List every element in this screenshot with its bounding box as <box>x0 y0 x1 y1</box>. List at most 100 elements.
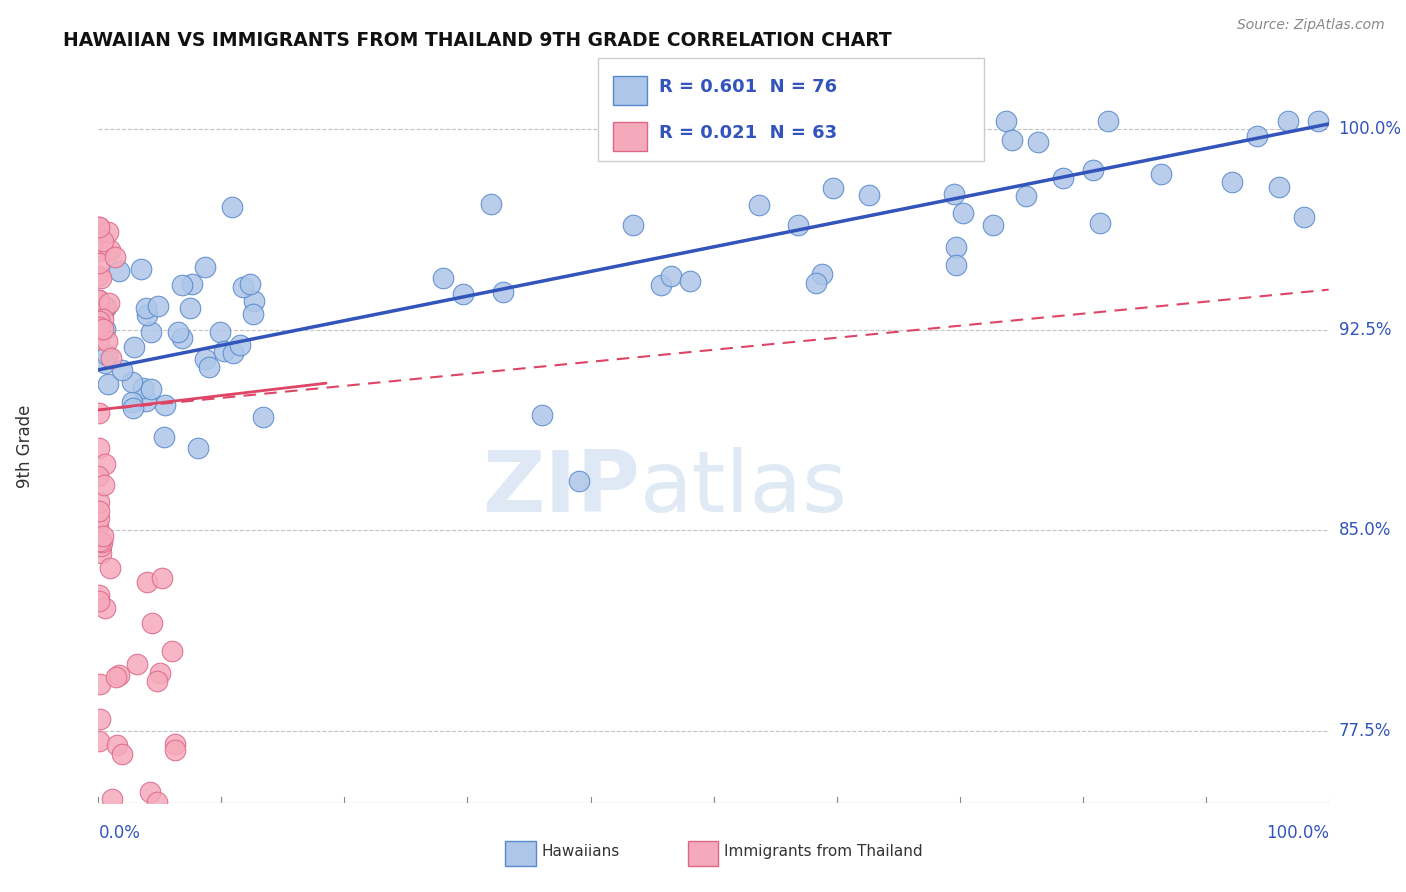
Point <box>98 561 121 575</box>
Point <box>181 277 204 291</box>
Point <box>132 381 155 395</box>
Point <box>994 114 1017 128</box>
Point <box>153 430 176 444</box>
Point <box>1268 179 1291 194</box>
Point <box>139 382 162 396</box>
Point <box>945 239 967 253</box>
Point <box>107 668 129 682</box>
Point <box>170 278 193 293</box>
Text: Hawaiians: Hawaiians <box>541 845 620 859</box>
Point <box>212 343 235 358</box>
Point <box>96 334 118 348</box>
Point <box>945 259 967 273</box>
Point <box>786 218 808 232</box>
Point <box>148 666 170 681</box>
Point <box>94 300 117 314</box>
Point <box>89 677 111 691</box>
Point <box>87 293 110 307</box>
Point <box>100 792 122 806</box>
Text: 92.5%: 92.5% <box>1339 321 1391 339</box>
Point <box>87 269 110 284</box>
Point <box>87 219 110 234</box>
Text: R = 0.021  N = 63: R = 0.021 N = 63 <box>659 124 838 142</box>
Point <box>1088 216 1111 230</box>
Point <box>1220 175 1243 189</box>
Point <box>93 298 115 312</box>
Point <box>104 671 127 685</box>
Point <box>172 331 194 345</box>
Point <box>858 188 880 202</box>
Point <box>87 503 110 517</box>
Point <box>141 616 163 631</box>
Text: Source: ZipAtlas.com: Source: ZipAtlas.com <box>1237 18 1385 32</box>
Point <box>432 271 454 285</box>
Text: 77.5%: 77.5% <box>1339 722 1391 739</box>
Point <box>238 277 260 291</box>
Text: 0.0%: 0.0% <box>98 824 141 842</box>
Point <box>121 375 143 389</box>
Point <box>252 409 274 424</box>
Point <box>1083 162 1105 177</box>
Text: R = 0.601  N = 76: R = 0.601 N = 76 <box>659 78 838 95</box>
Point <box>122 340 145 354</box>
Point <box>1308 114 1330 128</box>
Point <box>129 262 152 277</box>
Point <box>135 393 157 408</box>
Point <box>1294 210 1316 224</box>
Point <box>491 285 513 300</box>
Point <box>139 325 162 339</box>
Point <box>1150 168 1173 182</box>
Point <box>96 348 118 362</box>
Point <box>105 739 128 753</box>
Point <box>806 276 828 290</box>
Point <box>87 320 110 334</box>
Point <box>146 796 169 810</box>
Point <box>167 325 190 339</box>
Point <box>650 277 672 292</box>
Point <box>100 351 122 366</box>
Point <box>87 325 110 339</box>
Point <box>87 225 110 239</box>
Point <box>93 234 115 248</box>
Point <box>221 346 243 360</box>
Point <box>91 529 114 543</box>
Point <box>1097 114 1119 128</box>
Point <box>136 309 159 323</box>
Point <box>451 286 474 301</box>
Text: Immigrants from Thailand: Immigrants from Thailand <box>724 845 922 859</box>
Point <box>1277 114 1299 128</box>
Point <box>94 601 117 615</box>
Point <box>87 518 110 533</box>
Point <box>87 469 110 483</box>
Point <box>155 398 177 412</box>
Point <box>87 293 110 307</box>
Point <box>146 674 169 689</box>
Point <box>568 474 591 488</box>
Point <box>150 571 173 585</box>
Point <box>87 588 110 602</box>
Point <box>1026 135 1049 149</box>
Point <box>198 359 221 374</box>
Point <box>942 186 965 201</box>
Point <box>194 260 217 274</box>
Point <box>187 441 209 455</box>
Text: 85.0%: 85.0% <box>1339 521 1391 539</box>
Point <box>209 325 232 339</box>
Point <box>679 274 702 288</box>
Point <box>1052 170 1074 185</box>
Point <box>90 270 112 285</box>
Point <box>89 712 111 726</box>
Point <box>163 737 186 751</box>
Point <box>111 363 134 377</box>
Text: atlas: atlas <box>640 447 848 531</box>
Point <box>242 307 264 321</box>
Point <box>87 314 110 328</box>
Point <box>165 743 187 757</box>
Point <box>90 546 112 560</box>
Point <box>748 198 770 212</box>
Point <box>94 356 117 370</box>
Point <box>179 301 201 316</box>
Point <box>89 533 111 548</box>
Point <box>108 264 131 278</box>
Point <box>1246 129 1268 144</box>
